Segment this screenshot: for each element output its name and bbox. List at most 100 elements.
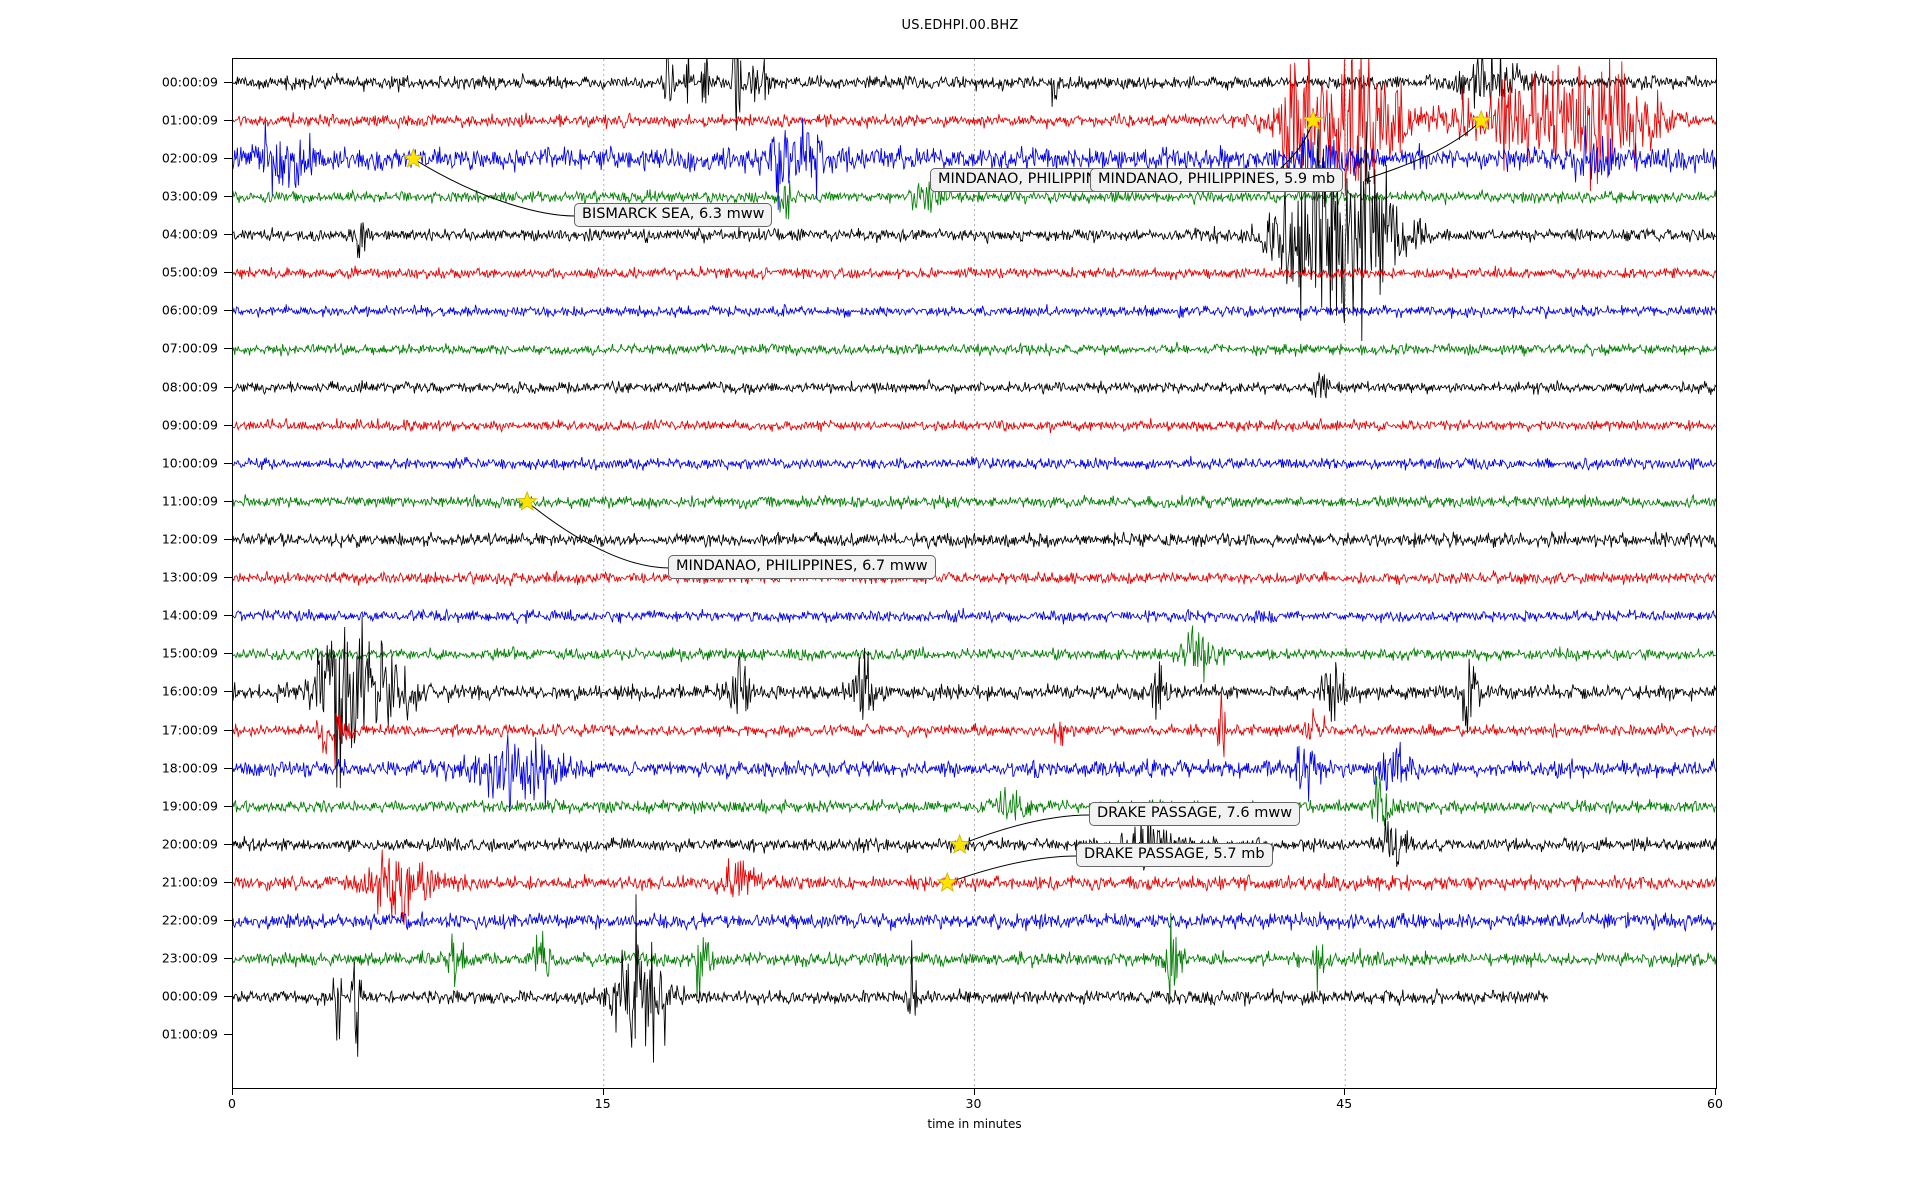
waveform-trace — [233, 493, 1716, 510]
waveform-trace — [233, 616, 1716, 789]
y-axis-tick-mark — [224, 996, 232, 998]
y-axis-tick-label: 18:00:09 — [161, 760, 218, 776]
y-axis-tick-mark — [224, 234, 232, 236]
event-annotation-label[interactable]: BISMARCK SEA, 6.3 mww — [574, 203, 773, 227]
y-axis-tick-label: 16:00:09 — [161, 683, 218, 699]
waveform-trace — [233, 570, 1716, 587]
y-axis-tick-label: 17:00:09 — [161, 722, 218, 738]
y-axis-tick-label: 09:00:09 — [161, 417, 218, 433]
annotation-leader-line — [1364, 120, 1482, 182]
x-axis-tick-mark — [232, 1089, 233, 1095]
y-axis-tick-label: 06:00:09 — [161, 302, 218, 318]
event-star-marker[interactable] — [1302, 109, 1324, 130]
y-axis-tick-mark — [224, 615, 232, 617]
waveform-trace — [233, 117, 1716, 210]
waveform-trace — [233, 625, 1716, 683]
y-axis-tick-label: 12:00:09 — [161, 531, 218, 547]
y-axis-tick-mark — [224, 843, 232, 845]
y-axis-tick-mark — [224, 386, 232, 388]
waveform-trace — [233, 689, 1716, 769]
event-star-marker[interactable] — [516, 490, 538, 511]
waveform-trace — [233, 418, 1716, 434]
y-axis-tick-mark — [224, 538, 232, 540]
waveform-trace — [233, 303, 1716, 320]
y-axis-tick-label: 19:00:09 — [161, 798, 218, 814]
y-axis-tick-label: 23:00:09 — [161, 950, 218, 966]
waveform-trace — [233, 372, 1716, 399]
y-axis-tick-mark — [224, 958, 232, 960]
y-axis-tick-label: 21:00:09 — [161, 874, 218, 890]
y-axis-tick-label: 01:00:09 — [161, 112, 218, 128]
x-axis-tick-mark — [602, 1089, 604, 1095]
y-axis-tick-mark — [224, 767, 232, 769]
y-axis-tick-label: 22:00:09 — [161, 912, 218, 928]
waveform-trace — [233, 734, 1716, 812]
y-axis-tick-mark — [224, 310, 232, 312]
waveform-trace — [233, 531, 1716, 550]
waveform-trace — [233, 849, 1716, 925]
y-axis-tick-mark — [224, 920, 232, 922]
event-annotation-label[interactable]: MINDANAO, PHILIPPINES, 6.7 mww — [668, 555, 936, 579]
waveform-trace — [233, 810, 1716, 871]
y-axis-tick-label: 07:00:09 — [161, 340, 218, 356]
event-star-marker[interactable] — [936, 871, 958, 892]
y-axis-tick-label: 00:00:09 — [161, 988, 218, 1004]
x-axis-tick-label: 0 — [228, 1096, 236, 1111]
y-axis-tick-label: 00:00:09 — [161, 74, 218, 90]
y-axis-tick-label: 10:00:09 — [161, 455, 218, 471]
waveform-trace — [233, 607, 1716, 625]
y-axis-tick-mark — [224, 462, 232, 464]
annotation-leader-line — [959, 814, 1091, 846]
y-axis-tick-mark — [224, 195, 232, 197]
y-axis-tick-mark — [224, 119, 232, 121]
event-annotation-label[interactable]: MINDANAO, PHILIPPINES, 5.9 mb — [1090, 168, 1344, 192]
event-annotation-label[interactable]: DRAKE PASSAGE, 7.6 mww — [1089, 802, 1301, 826]
y-axis-tick-mark — [224, 81, 232, 83]
waveform-trace — [233, 455, 1716, 471]
annotation-leader-line — [947, 855, 1078, 884]
plot-axes-frame — [232, 58, 1717, 1089]
y-axis-tick-mark — [224, 653, 232, 655]
y-axis-tick-mark — [224, 691, 232, 693]
waveform-trace — [233, 894, 1549, 1063]
waveform-trace — [233, 776, 1716, 826]
waveform-trace — [233, 265, 1716, 281]
waveform-trace — [233, 59, 1716, 202]
y-axis-tick-label: 13:00:09 — [161, 569, 218, 585]
event-star-marker[interactable] — [949, 833, 971, 854]
annotation-leader-line — [413, 158, 576, 217]
x-axis-tick-label: 30 — [965, 1096, 982, 1111]
y-axis-tick-label: 05:00:09 — [161, 264, 218, 280]
y-axis-tick-label: 08:00:09 — [161, 379, 218, 395]
x-axis-tick-mark — [973, 1089, 975, 1095]
y-axis-tick-label: 14:00:09 — [161, 607, 218, 623]
y-axis-tick-mark — [224, 348, 232, 350]
page-title: US.EDHPI.00.BHZ — [901, 18, 1019, 33]
y-axis-tick-label: 01:00:09 — [161, 1026, 218, 1042]
annotation-leader-lines — [413, 120, 1482, 884]
event-star-marker[interactable] — [402, 147, 425, 168]
star-markers-group — [402, 109, 1492, 892]
x-axis-tick-mark — [1715, 1089, 1716, 1095]
y-axis-tick-label: 04:00:09 — [161, 226, 218, 242]
y-axis-tick-mark — [224, 272, 232, 274]
y-axis-tick-label: 02:00:09 — [161, 150, 218, 166]
event-star-marker[interactable] — [1470, 109, 1492, 130]
y-axis-tick-mark — [224, 500, 232, 502]
x-axis-label: time in minutes — [927, 1117, 1022, 1131]
waveform-trace — [233, 911, 1716, 933]
waveform-canvas — [233, 59, 1716, 1088]
x-axis-tick-label: 15 — [594, 1096, 611, 1111]
traces-group — [233, 59, 1716, 1063]
y-axis-tick-label: 11:00:09 — [161, 493, 218, 509]
waveform-trace — [233, 59, 1716, 131]
event-annotation-label[interactable]: DRAKE PASSAGE, 5.7 mb — [1076, 843, 1273, 867]
y-axis-tick-label: 03:00:09 — [161, 188, 218, 204]
x-axis-tick-mark — [1344, 1089, 1346, 1095]
annotation-leader-line — [526, 501, 670, 569]
y-axis-tick-mark — [224, 577, 232, 579]
y-axis-tick-label: 20:00:09 — [161, 836, 218, 852]
x-axis-tick-label: 60 — [1707, 1096, 1723, 1111]
y-axis-tick-mark — [224, 881, 232, 883]
